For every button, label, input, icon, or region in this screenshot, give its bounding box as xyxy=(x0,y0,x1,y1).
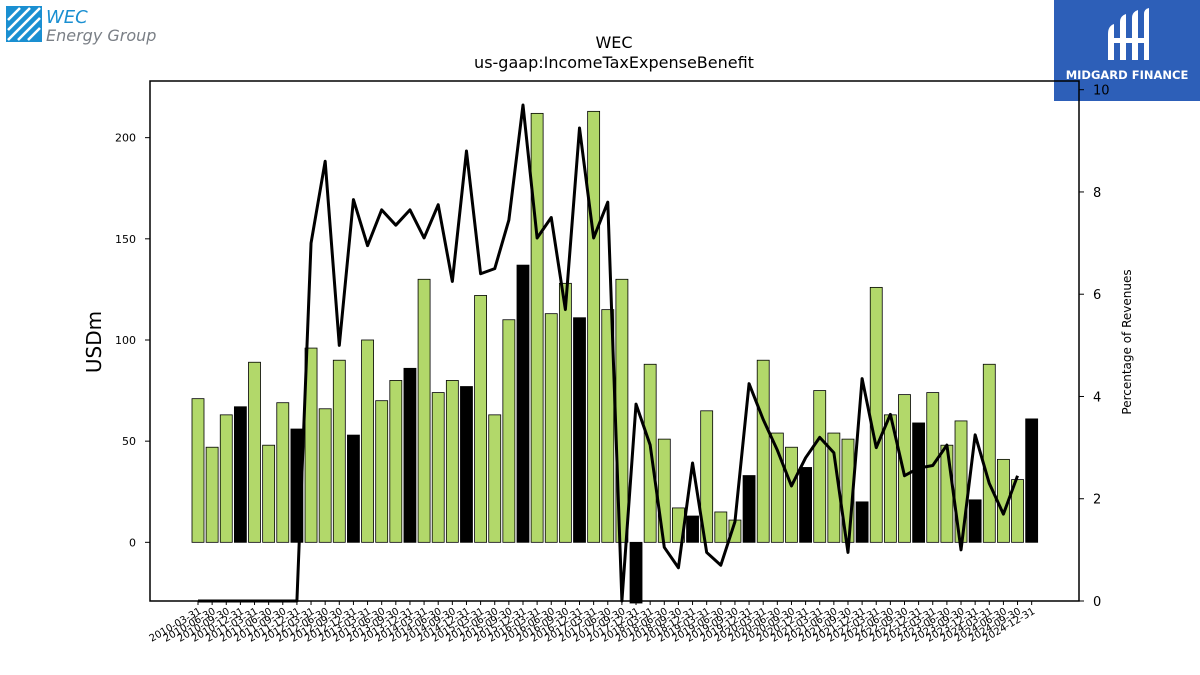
bar-2019-06-30 xyxy=(714,511,728,543)
bar-2010-09-30 xyxy=(219,414,233,543)
bar-2015-12-31 xyxy=(516,264,530,543)
chart-title: WEC xyxy=(595,33,632,52)
y2-tick-label: 4 xyxy=(1093,390,1101,405)
plot-frame xyxy=(149,80,1080,602)
bar-2012-12-31 xyxy=(347,434,360,543)
bar-2022-09-30 xyxy=(898,394,911,543)
bar-2015-06-30 xyxy=(488,414,502,543)
bar-2017-12-31 xyxy=(629,541,643,604)
bar-2016-09-30 xyxy=(558,282,572,543)
midgard-finance-logo: MIDGARD FINANCE xyxy=(1054,0,1200,101)
bar-2011-06-30 xyxy=(262,444,276,543)
bar-2017-03-31 xyxy=(587,110,601,543)
bar-2014-06-30 xyxy=(431,392,445,543)
bar-2015-09-30 xyxy=(502,319,516,543)
wec-energy-group-logo: WEC Energy Group xyxy=(6,6,166,46)
bar-2019-12-31 xyxy=(742,475,756,543)
y-axis-label: USDm xyxy=(82,311,106,373)
bar-2024-03-31 xyxy=(982,363,996,543)
y-tick-label: 0 xyxy=(129,536,136,549)
y-tick-label: 50 xyxy=(122,435,136,448)
bar-2015-03-31 xyxy=(474,295,488,543)
bar-2012-09-30 xyxy=(332,359,346,543)
bar-2023-12-31 xyxy=(968,499,982,543)
bar-2010-03-31 xyxy=(191,398,205,543)
bar-2011-09-30 xyxy=(276,402,290,543)
midgard-logo-text: MIDGARD FINANCE xyxy=(1065,68,1189,82)
y2-tick-label: 2 xyxy=(1093,493,1101,508)
bar-2024-12-31 xyxy=(1025,418,1039,543)
y2-tick-label: 6 xyxy=(1093,288,1101,303)
y-tick-label: 100 xyxy=(115,334,136,347)
bar-2014-12-31 xyxy=(460,386,473,543)
bar-2012-03-31 xyxy=(304,347,318,543)
bar-2021-03-31 xyxy=(813,390,827,543)
y2-tick-label: 10 xyxy=(1093,84,1110,99)
bar-2016-06-30 xyxy=(544,313,558,543)
y-tick-label: 200 xyxy=(115,132,136,145)
bar-2013-03-31 xyxy=(361,339,374,543)
bar-2011-03-31 xyxy=(248,361,261,543)
bar-2020-09-30 xyxy=(785,446,798,543)
bar-2013-06-30 xyxy=(375,400,389,543)
bar-2020-03-31 xyxy=(756,359,770,543)
bar-2014-03-31 xyxy=(417,278,431,543)
midgard-logo-mark-icon xyxy=(1108,8,1149,60)
y-tick-label: 150 xyxy=(115,233,136,246)
chart-subtitle: us-gaap:IncomeTaxExpenseBenefit xyxy=(474,53,754,72)
bar-2022-12-31 xyxy=(912,422,926,543)
bar-2018-12-31 xyxy=(686,515,699,543)
bar-2021-12-31 xyxy=(855,501,869,543)
percentage-line xyxy=(198,103,1019,603)
bar-2020-12-31 xyxy=(799,467,812,543)
bar-2016-12-31 xyxy=(573,317,586,543)
y2-axis-label: Percentage of Revenues xyxy=(1120,269,1134,414)
bar-2017-06-30 xyxy=(601,309,615,543)
bar-2022-03-31 xyxy=(869,286,883,543)
bar-2019-03-31 xyxy=(700,410,714,543)
bar-2012-06-30 xyxy=(318,408,332,543)
bar-2010-12-31 xyxy=(233,406,247,543)
bar-2010-06-30 xyxy=(205,446,219,543)
bar-2016-03-31 xyxy=(530,112,544,543)
bar-2013-12-31 xyxy=(403,367,417,543)
wec-logo-subtext: Energy Group xyxy=(46,26,157,45)
y2-tick-label: 0 xyxy=(1093,595,1101,610)
bar-2014-09-30 xyxy=(445,380,459,543)
bar-2013-09-30 xyxy=(389,380,403,543)
y2-tick-label: 8 xyxy=(1093,186,1101,201)
wec-logo-mark-icon xyxy=(6,6,42,42)
wec-logo-text: WEC xyxy=(46,7,88,28)
bar-2023-06-30 xyxy=(940,444,954,543)
